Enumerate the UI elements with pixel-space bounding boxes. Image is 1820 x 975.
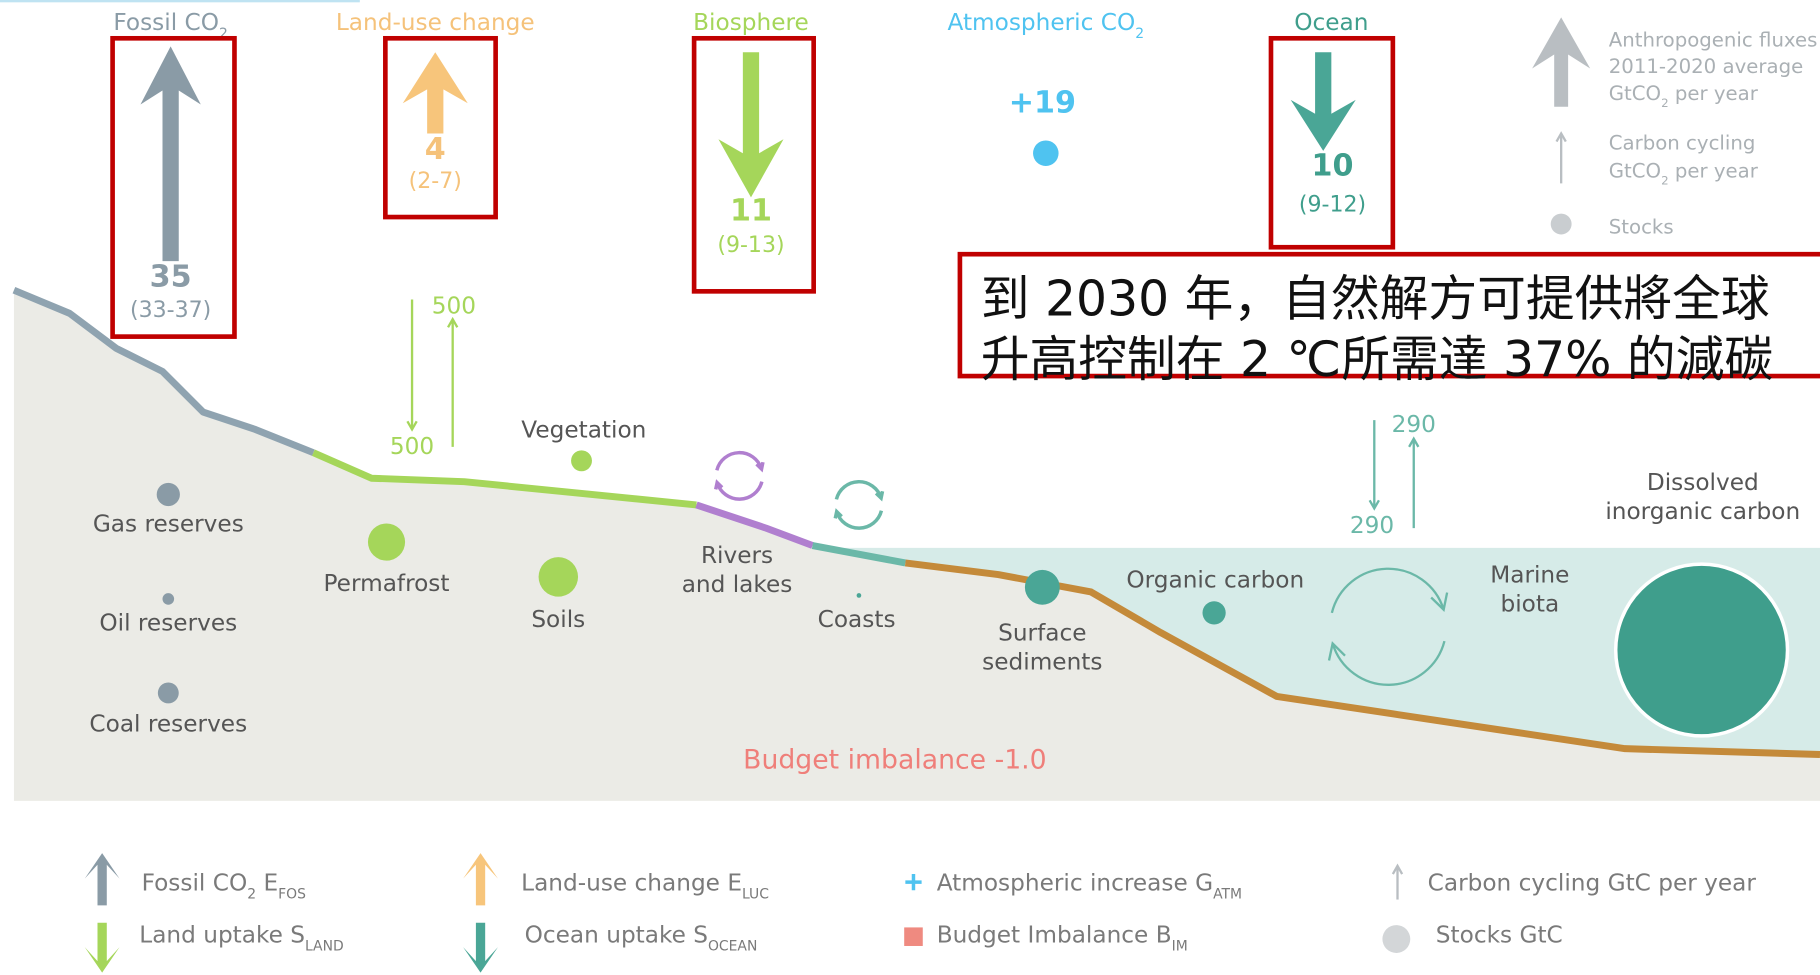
text-run: 升高控制在 2 ℃所需達 37% 的減碳 bbox=[981, 332, 1773, 388]
body: Fossil CO235(33-37)Land-use change4(2-7)… bbox=[0, 0, 1820, 975]
subscript: LAND bbox=[305, 939, 344, 955]
text-run: GtCO bbox=[1609, 160, 1661, 183]
text-run: 2011-2020 average bbox=[1609, 55, 1803, 78]
text-line: Surface bbox=[998, 620, 1086, 647]
subscript: FOS bbox=[278, 886, 306, 902]
subscript: 2 bbox=[1661, 174, 1669, 188]
text-line: 到 2030 年，自然解方可提供將全球 bbox=[981, 272, 1770, 328]
text-run: E bbox=[256, 869, 278, 896]
text-line: 升高控制在 2 ℃所需達 37% 的減碳 bbox=[981, 332, 1773, 388]
subscript: 2 bbox=[1661, 96, 1669, 110]
flux-label: 500 bbox=[390, 433, 434, 460]
text-line: biota bbox=[1500, 591, 1559, 618]
subscript: OCEAN bbox=[708, 939, 757, 955]
text-run: Budget Imbalance B bbox=[937, 922, 1172, 949]
subscript: LUC bbox=[742, 886, 769, 902]
text-run: Rivers bbox=[701, 542, 773, 569]
flux-value: 11 bbox=[730, 194, 772, 229]
stock-circle bbox=[163, 593, 175, 605]
text-run: Atmospheric CO bbox=[947, 9, 1135, 36]
flux-value: +19 bbox=[1009, 86, 1076, 121]
flux-label: 290 bbox=[1350, 512, 1394, 539]
stock-label: Soils bbox=[531, 606, 585, 633]
text-run: 到 2030 年，自然解方可提供將全球 bbox=[981, 272, 1770, 328]
legend-icon bbox=[904, 927, 923, 946]
text-run: per year bbox=[1669, 160, 1759, 183]
flux-label: 500 bbox=[432, 292, 476, 319]
stock-label: Oil reserves bbox=[99, 609, 237, 636]
text-line: 2011-2020 average bbox=[1609, 55, 1803, 78]
stock-label: Coal reserves bbox=[89, 710, 247, 737]
legend-icon bbox=[1382, 925, 1410, 953]
text-run: per year bbox=[1669, 82, 1759, 105]
stock-circle bbox=[157, 483, 180, 506]
text-run: biota bbox=[1500, 591, 1559, 618]
top-rule bbox=[0, 0, 360, 2]
page: Global carbon budget {"columns": [ {"lab… bbox=[0, 0, 1820, 975]
subscript: ATM bbox=[1213, 886, 1242, 902]
text-run: Land uptake S bbox=[139, 922, 305, 949]
text-run: and lakes bbox=[682, 571, 793, 598]
column-label: Biosphere bbox=[693, 9, 809, 36]
stock-label: Vegetation bbox=[521, 417, 646, 444]
text-run: Marine bbox=[1490, 562, 1569, 589]
stock-label: Gas reserves bbox=[93, 511, 244, 538]
budget-imbalance: Budget imbalance -1.0 bbox=[743, 744, 1047, 775]
flux-range: (33-37) bbox=[130, 298, 211, 323]
text-run: Land-use change E bbox=[521, 869, 742, 896]
key-cycling: Carbon cycling GtCO2 per year bbox=[1609, 132, 1759, 188]
stock-label: Coasts bbox=[818, 606, 896, 633]
stock-circle bbox=[857, 593, 862, 598]
key-stocks: Stocks bbox=[1609, 215, 1674, 238]
text-run: Atmospheric increase G bbox=[937, 869, 1213, 896]
text-line: Dissolved bbox=[1647, 469, 1759, 496]
text-line: and lakes bbox=[682, 571, 793, 598]
subscript: 2 bbox=[1135, 26, 1144, 42]
stock-circle bbox=[1203, 601, 1226, 624]
flux-value: 10 bbox=[1312, 148, 1354, 183]
flux-label: 290 bbox=[1392, 411, 1436, 438]
flux-value: 4 bbox=[425, 132, 446, 167]
text-run: Ocean uptake S bbox=[525, 922, 708, 949]
text-run: Fossil CO bbox=[113, 9, 219, 36]
text-run: GtCO bbox=[1609, 82, 1661, 105]
column-label: Land-use change bbox=[336, 9, 535, 36]
text-line: inorganic carbon bbox=[1605, 498, 1800, 525]
stock-circle bbox=[158, 683, 179, 704]
subscript: 2 bbox=[247, 886, 256, 902]
subscript: IM bbox=[1172, 939, 1188, 955]
text-run: Dissolved bbox=[1647, 469, 1759, 496]
stock-circle bbox=[1551, 214, 1572, 235]
stock-circle bbox=[368, 523, 405, 560]
text-run: Fossil CO bbox=[142, 869, 248, 896]
stock-circle bbox=[1033, 140, 1059, 166]
text-run: Surface bbox=[998, 620, 1086, 647]
legend-label: Stocks GtC bbox=[1436, 922, 1563, 949]
text-line: Anthropogenic fluxes bbox=[1609, 28, 1818, 51]
text-line: Carbon cycling bbox=[1609, 132, 1756, 155]
flux-range: (2-7) bbox=[409, 169, 462, 194]
text-run: inorganic carbon bbox=[1605, 498, 1800, 525]
text-line: Marine bbox=[1490, 562, 1569, 589]
carbon-budget-diagram: Fossil CO235(33-37)Land-use change4(2-7)… bbox=[0, 0, 1820, 975]
text-line: Rivers bbox=[701, 542, 773, 569]
stock-label: Permafrost bbox=[324, 570, 450, 597]
text-run: Anthropogenic fluxes bbox=[1609, 28, 1818, 51]
text-run: sediments bbox=[982, 649, 1102, 676]
legend-label: Carbon cycling GtC per year bbox=[1428, 869, 1757, 896]
stock-circle bbox=[1616, 564, 1788, 736]
flux-range: (9-12) bbox=[1299, 192, 1366, 217]
text-run: Carbon cycling bbox=[1609, 132, 1756, 155]
stock-label: Organic carbon bbox=[1126, 566, 1304, 593]
text-line: sediments bbox=[982, 649, 1102, 676]
stock-circle bbox=[1025, 570, 1060, 605]
column-label: Ocean bbox=[1294, 9, 1368, 36]
stock-circle bbox=[571, 450, 592, 471]
flux-range: (9-13) bbox=[717, 233, 784, 258]
stock-circle bbox=[539, 557, 578, 596]
flux-value: 35 bbox=[150, 260, 192, 295]
